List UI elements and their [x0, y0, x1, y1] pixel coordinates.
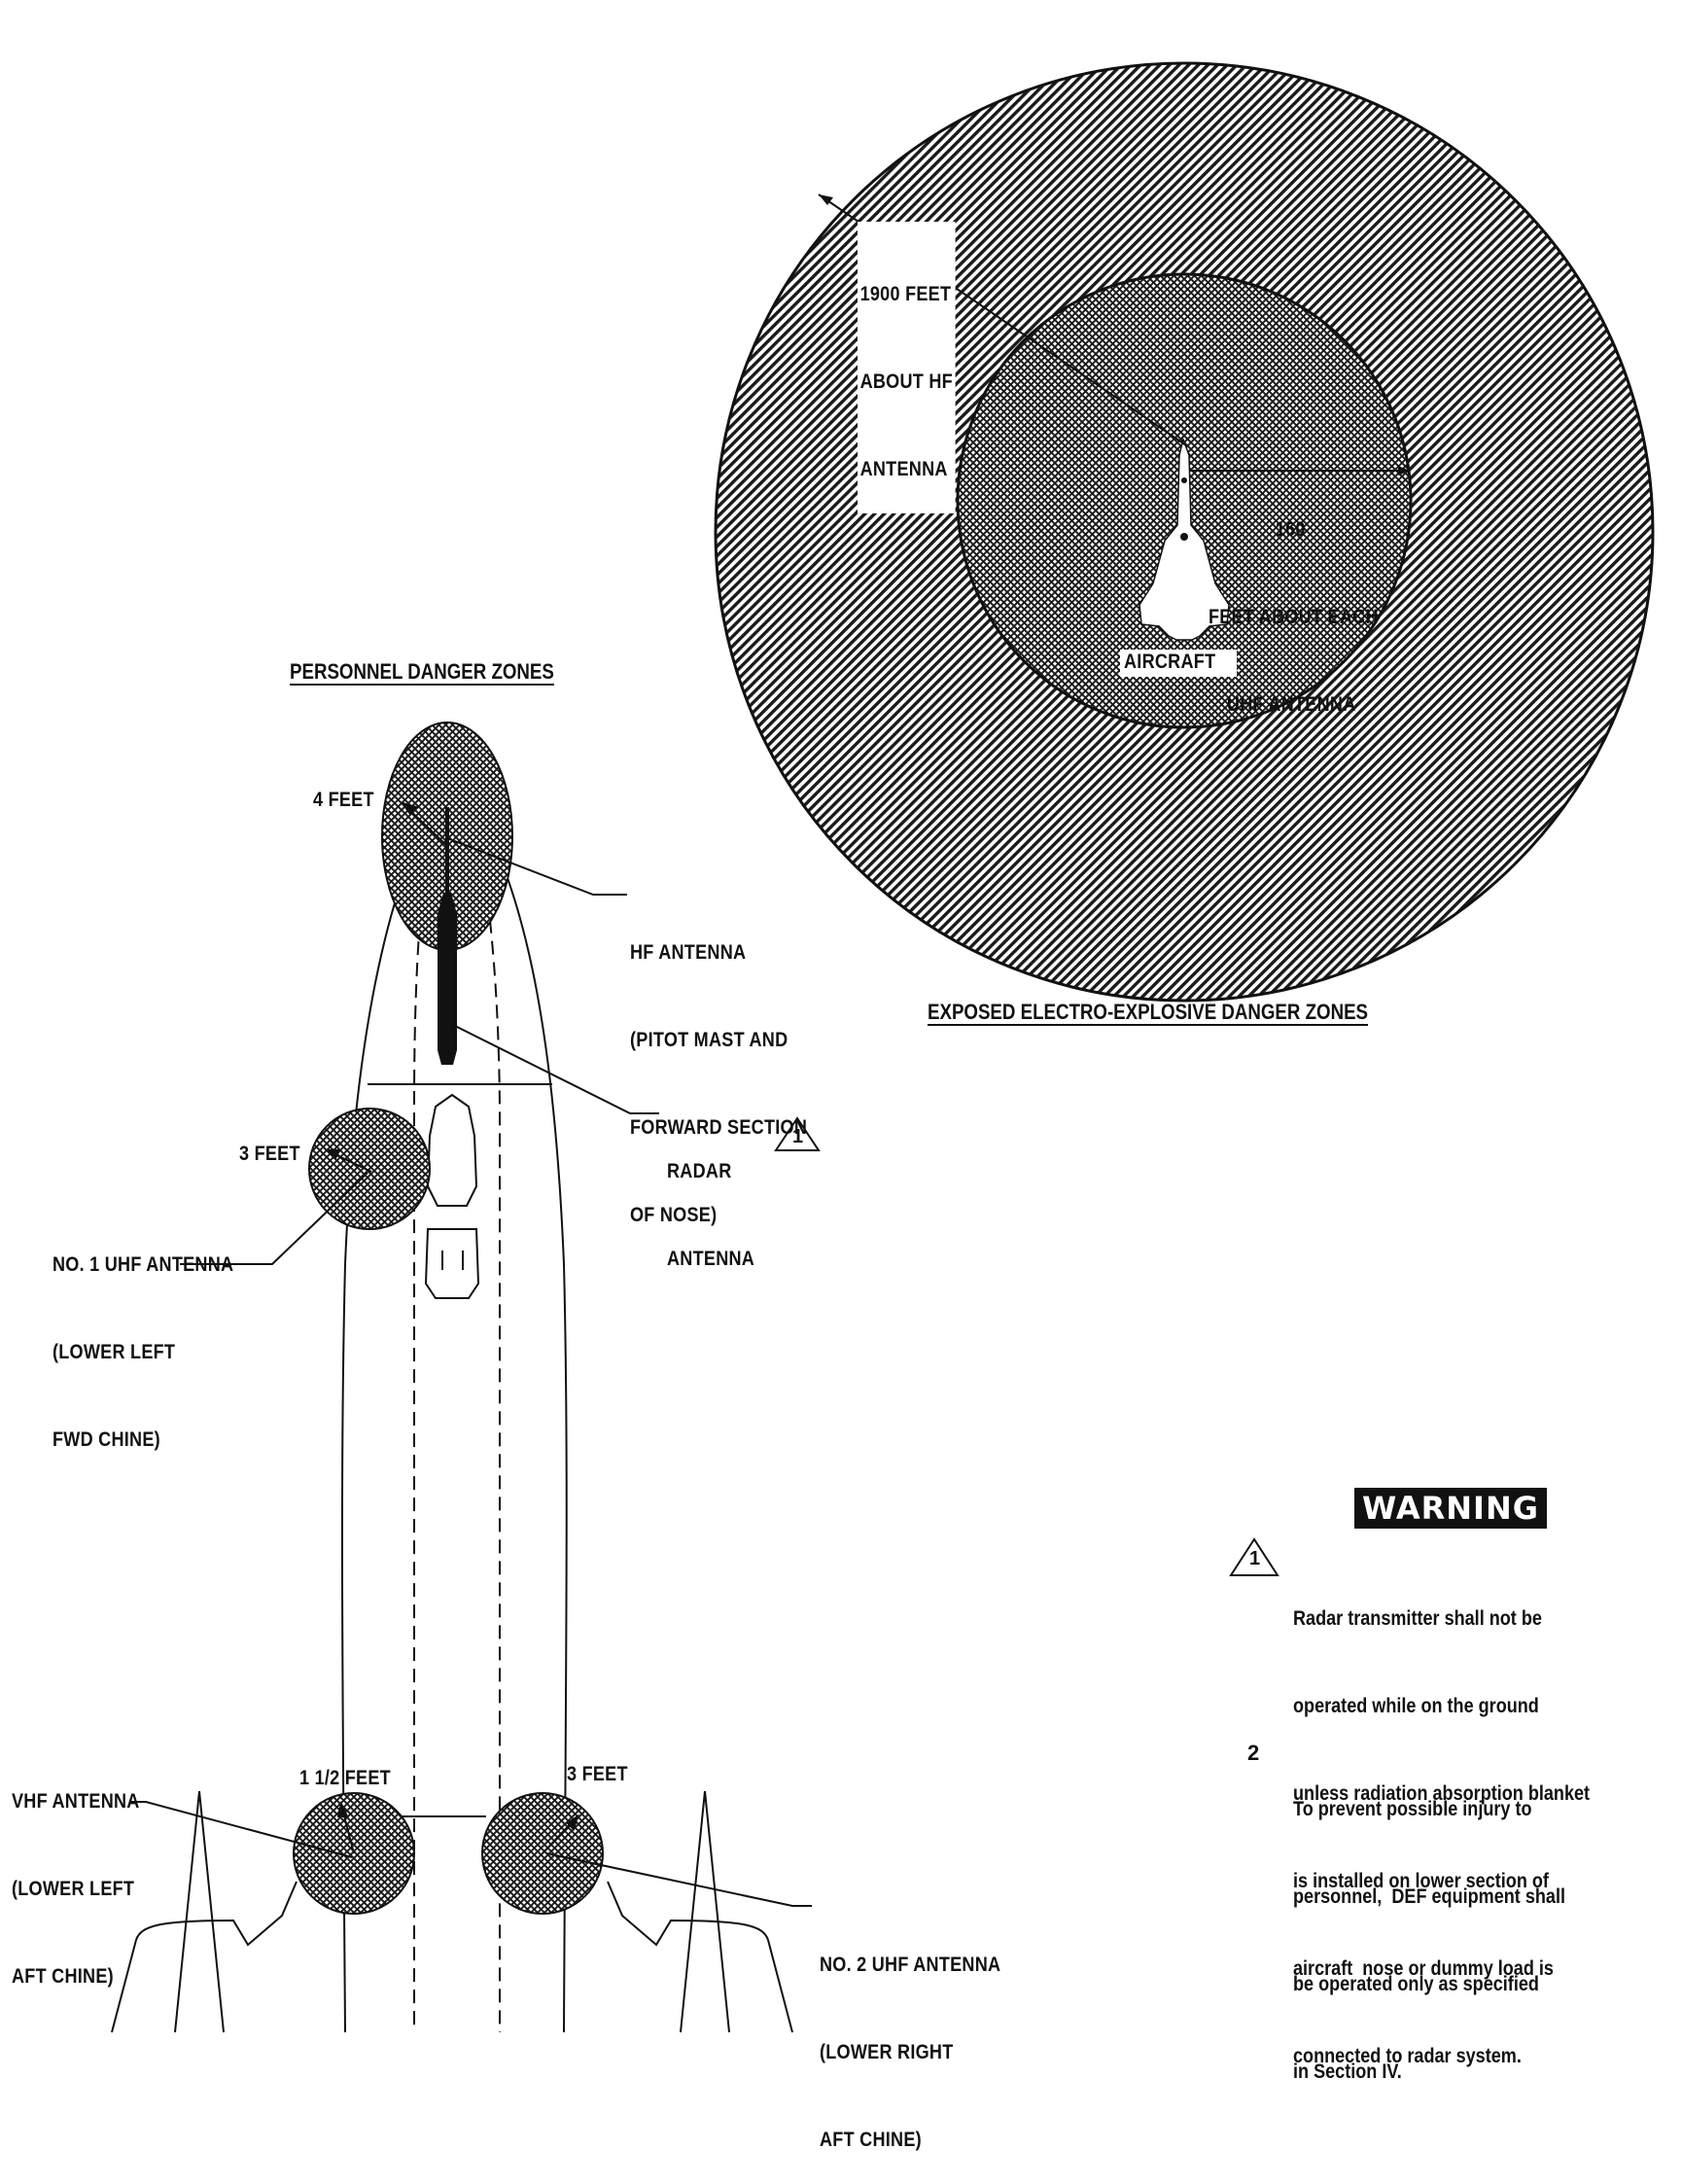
uhf2-distance-label: 3 FEET [567, 1763, 628, 1785]
aircraft-silhouette [1139, 437, 1230, 641]
radar-note-ref: 1 [792, 1126, 804, 1147]
note1-triangle [1229, 1537, 1279, 1576]
uhf1-distance-label: 3 FEET [239, 1143, 300, 1165]
hf-distance-label: 4 FEET [313, 789, 374, 811]
personnel-zones-title: PERSONNEL DANGER ZONES [290, 659, 554, 684]
warning-badge: WARNING [1354, 1488, 1547, 1529]
uhf2-antenna-label: NO. 2 UHF ANTENNA (LOWER RIGHT AFT CHINE… [820, 1954, 1001, 2151]
radar-antenna-label: RADAR ANTENNA [667, 1160, 755, 1270]
uhf1-antenna-label: NO. 1 UHF ANTENNA (LOWER LEFT FWD CHINE) [53, 1253, 234, 1451]
vhf-antenna-label: VHF ANTENNA (LOWER LEFT AFT CHINE) [12, 1790, 140, 1988]
vhf-distance-label: 1 1/2 FEET [299, 1767, 391, 1789]
note1-ref: 1 [1249, 1548, 1261, 1569]
outer-zone-label: 1900 FEET ABOUT HF ANTENNA [858, 222, 956, 513]
explosive-zones-title: EXPOSED ELECTRO-EXPLOSIVE DANGER ZONES [928, 1000, 1369, 1024]
uhf1-leader [180, 1172, 368, 1265]
warning-note-2: To prevent possible injury to personnel,… [1293, 1798, 1565, 2083]
personnel-zones [111, 722, 821, 2033]
cockpit [424, 1093, 480, 1299]
radar-leader [448, 1022, 659, 1114]
hf-leader [446, 837, 627, 896]
hf-antenna-label: HF ANTENNA (PITOT MAST AND FORWARD SECTI… [630, 941, 808, 1226]
radar-nose [438, 807, 457, 1065]
note2-number: 2 [1247, 1741, 1260, 1765]
aircraft-label: AIRCRAFT [1124, 651, 1216, 673]
inner-zone-label: 160 FEET ABOUT EACH UHF ANTENNA [1209, 518, 1379, 716]
radar-note-triangle [774, 1116, 821, 1151]
uhf2-leader [545, 1852, 812, 1907]
vhf-leader [131, 1801, 353, 1858]
explosive-zones [714, 61, 1655, 1003]
